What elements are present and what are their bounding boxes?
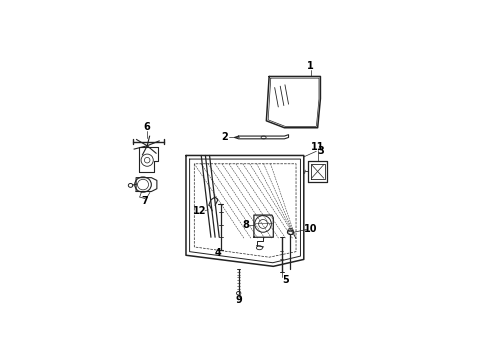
Text: 12: 12 bbox=[193, 206, 207, 216]
Text: 5: 5 bbox=[282, 275, 289, 285]
Text: 9: 9 bbox=[235, 295, 242, 305]
Text: 7: 7 bbox=[141, 195, 148, 206]
Text: 10: 10 bbox=[304, 224, 318, 234]
Text: 11: 11 bbox=[311, 142, 324, 152]
Text: 3: 3 bbox=[317, 146, 324, 156]
Text: 8: 8 bbox=[243, 220, 249, 230]
Text: 4: 4 bbox=[215, 248, 221, 258]
Text: 6: 6 bbox=[144, 122, 150, 132]
Text: 1: 1 bbox=[307, 62, 314, 72]
Text: 2: 2 bbox=[221, 132, 228, 143]
